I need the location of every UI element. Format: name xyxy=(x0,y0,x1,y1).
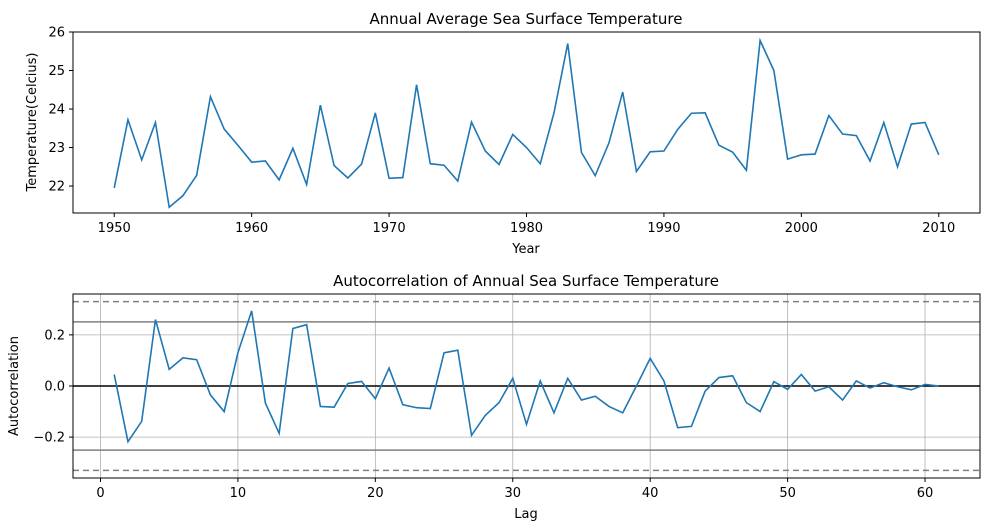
y-tick-label: 0.0 xyxy=(44,380,65,395)
y-ticks: −0.2 0.0 0.2 xyxy=(33,328,73,446)
x-tick-label: 2000 xyxy=(785,221,818,236)
plot-frame xyxy=(72,31,981,214)
chart-title: Autocorrelation of Annual Sea Surface Te… xyxy=(333,272,719,290)
x-tick-label: 1980 xyxy=(510,221,543,236)
y-tick-label: 26 xyxy=(48,26,65,41)
x-axis-label: Lag xyxy=(514,507,537,522)
x-tick-label: 10 xyxy=(230,486,247,501)
x-tick-label: 40 xyxy=(642,486,659,501)
x-ticks: 1950 1960 1970 1980 1990 2000 2010 xyxy=(98,213,955,236)
y-tick-label: 24 xyxy=(48,103,65,118)
x-tick-label: 1970 xyxy=(373,221,406,236)
temperature-chart: 1950 1960 1970 1980 1990 2000 2010 2223242526 … xyxy=(25,10,981,257)
y-tick-label: 23 xyxy=(48,141,65,156)
x-tick-label: 1960 xyxy=(235,221,268,236)
temperature-series-line xyxy=(113,37,940,209)
x-tick-label: 2010 xyxy=(922,221,955,236)
x-ticks: 0 10 20 30 40 50 60 xyxy=(96,478,933,501)
y-tick-label: 22 xyxy=(48,180,65,195)
x-tick-label: 1950 xyxy=(98,221,131,236)
x-tick-label: 50 xyxy=(779,486,796,501)
autocorrelation-series-line xyxy=(113,310,939,444)
x-axis-label: Year xyxy=(511,242,540,257)
y-tick-label: 25 xyxy=(48,64,65,79)
y-ticks: 22 23 24 25 26 xyxy=(48,26,73,195)
x-tick-label: 0 xyxy=(96,486,104,501)
x-tick-label: 60 xyxy=(917,486,934,501)
x-tick-label: 30 xyxy=(504,486,521,501)
x-tick-label: 1990 xyxy=(647,221,680,236)
y-tick-label: −0.2 xyxy=(33,431,65,446)
autocorrelation-chart: 0 10 20 30 40 50 60 −0.2 0.0 0.2 Autocorrelation… xyxy=(7,272,981,522)
y-axis-label: Temperature(Celcius) xyxy=(25,53,40,193)
y-axis-label: Autocorrelation xyxy=(7,336,22,436)
y-tick-label: 0.2 xyxy=(44,328,65,343)
chart-title: Annual Average Sea Surface Temperature xyxy=(370,10,683,28)
x-tick-label: 20 xyxy=(367,486,384,501)
reference-lines xyxy=(73,300,980,472)
